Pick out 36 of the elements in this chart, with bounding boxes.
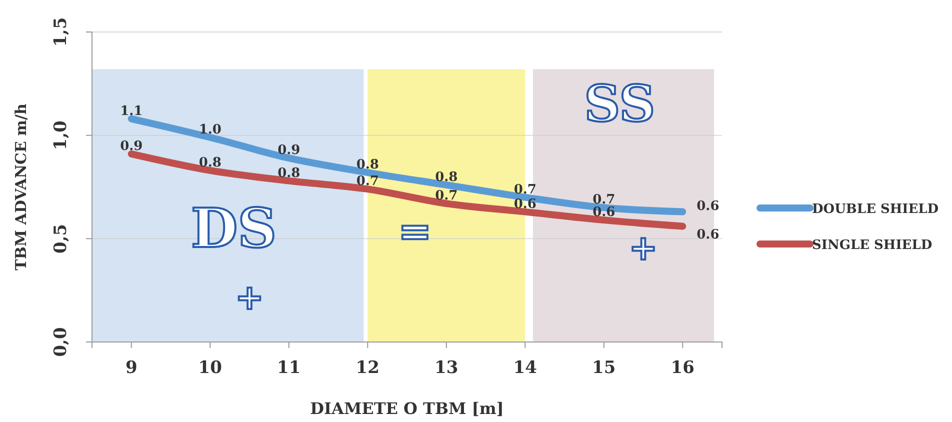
- x-tick-label: 13: [434, 358, 458, 378]
- y-tick-label: 1,5: [51, 17, 71, 47]
- data-label: 1.0: [198, 122, 222, 138]
- x-tick-label: 15: [592, 358, 616, 378]
- data-label: 0.9: [120, 138, 143, 154]
- annotation: SS: [584, 74, 656, 133]
- legend-label: SINGLE SHIELD: [812, 238, 932, 253]
- x-tick-label: 16: [670, 358, 694, 378]
- y-axis-title: TBM ADVANCE m/h: [12, 104, 30, 270]
- x-axis-title: DIAMETE O TBM [m]: [310, 399, 504, 418]
- annotation: DS: [190, 196, 277, 260]
- legend-label: DOUBLE SHIELD: [812, 202, 939, 217]
- annotation: +: [235, 278, 264, 318]
- data-label: 0.7: [592, 192, 616, 208]
- data-label: 0.6: [696, 227, 720, 242]
- data-label: 0.9: [278, 143, 300, 158]
- data-label: 0.8: [356, 158, 379, 173]
- x-tick-label: 9: [125, 358, 138, 378]
- annotation: =: [398, 208, 432, 255]
- annotation: +: [629, 228, 658, 268]
- data-label: 0.8: [435, 170, 458, 185]
- data-label: 0.6: [514, 196, 536, 212]
- data-label: 0.8: [198, 155, 222, 170]
- y-tick-label: 1,0: [51, 120, 71, 150]
- y-tick-label: 0,5: [51, 224, 71, 254]
- x-tick-label: 14: [513, 358, 538, 378]
- data-label: 0.8: [278, 166, 300, 181]
- data-label: 0.7: [435, 188, 458, 204]
- x-tick-label: 10: [198, 358, 222, 378]
- data-label: 0.6: [696, 198, 720, 214]
- y-tick-label: 0,0: [51, 327, 71, 357]
- x-tick-label: 11: [277, 358, 301, 378]
- data-label: 1.1: [120, 104, 143, 119]
- x-tick-label: 12: [356, 358, 380, 378]
- data-label: 0.7: [514, 182, 536, 198]
- data-label: 0.7: [356, 174, 379, 190]
